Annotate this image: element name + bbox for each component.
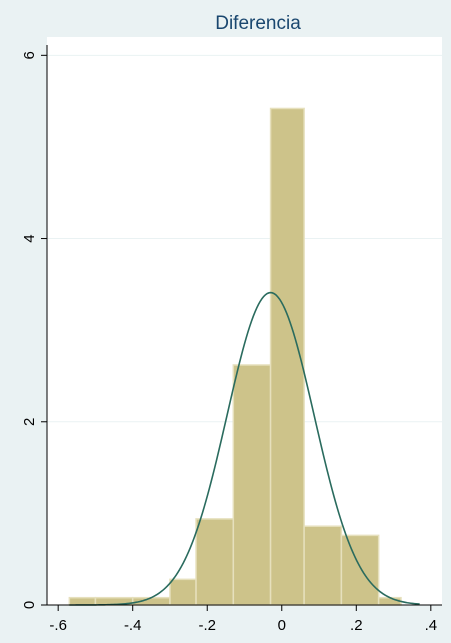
histogram-bar-8 (340, 534, 380, 606)
y-tick-label-0: 0 (21, 601, 38, 609)
x-tick-label-2: -.2 (198, 617, 216, 634)
y-tick-label-3: 6 (21, 51, 38, 59)
histogram-bar-7 (303, 525, 343, 606)
x-tick-label-0: -.6 (49, 617, 67, 634)
chart-title: Diferencia (215, 13, 301, 34)
y-tick-label-1: 2 (21, 418, 38, 426)
x-tick-label-1: -.4 (124, 617, 142, 634)
histogram-bar-5 (232, 364, 272, 606)
normal-density-curve (69, 291, 420, 606)
y-tick-label-2: 4 (21, 234, 38, 242)
axes: 0 2 4 6 -.6 -.4 -.2 0 .2 .4 (21, 45, 442, 634)
x-tick-label-4: .2 (350, 617, 363, 634)
histogram-bar-4 (195, 518, 235, 606)
histogram-bar-6 (269, 107, 305, 606)
normal-curve-line (69, 291, 420, 606)
histogram-bar-3 (169, 578, 197, 606)
histogram-bars (68, 107, 402, 606)
x-tick-label-3: 0 (278, 617, 286, 634)
x-tick-label-5: .4 (425, 617, 438, 634)
histogram-bar-0 (68, 596, 97, 606)
